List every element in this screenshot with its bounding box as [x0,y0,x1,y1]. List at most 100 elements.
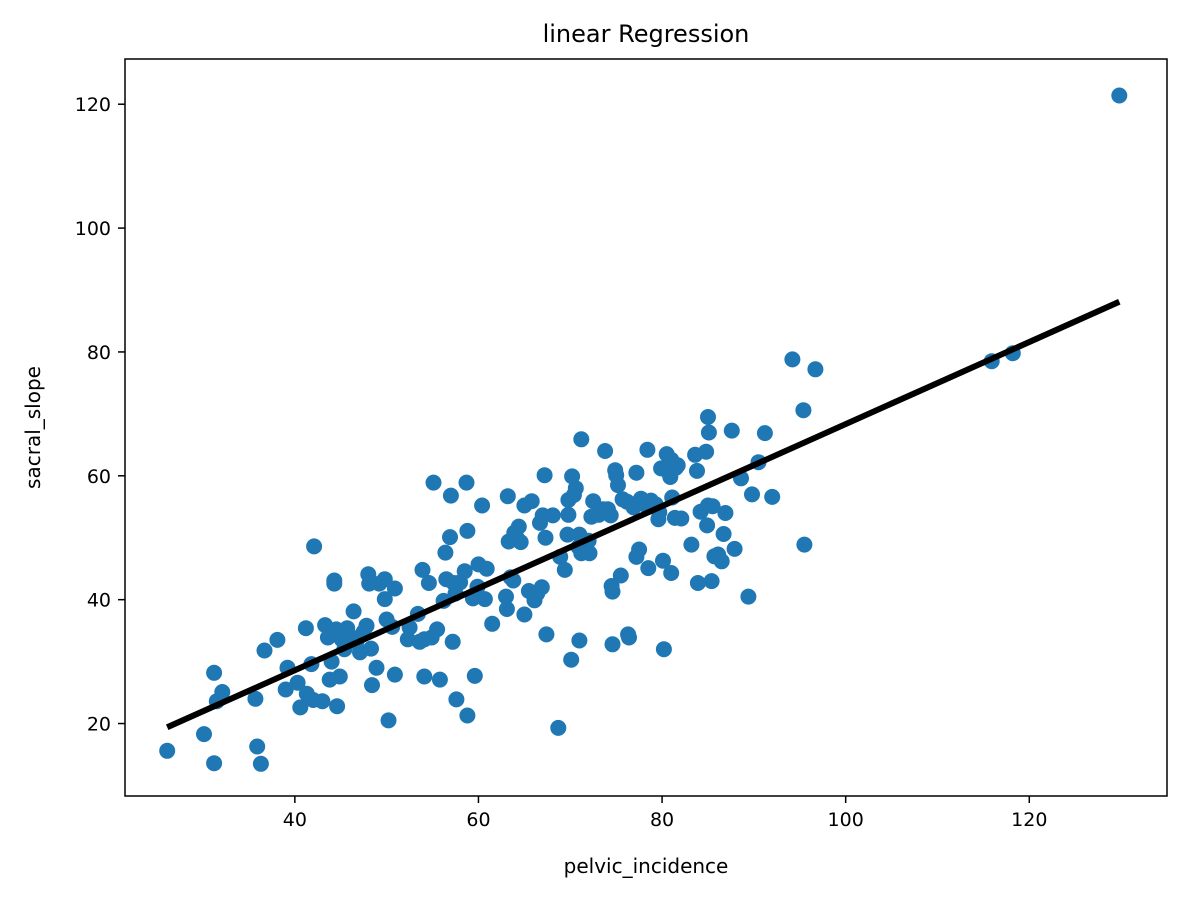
data-point [537,529,554,546]
data-point [544,507,561,524]
data-point [196,726,212,743]
data-point [376,591,393,608]
data-point [512,534,529,551]
data-point [314,693,331,710]
data-point [476,591,493,608]
x-tick-label: 80 [650,809,674,831]
data-point [740,588,757,605]
data-point [345,603,362,620]
data-point [597,443,614,459]
data-point [478,560,495,577]
data-point [414,561,431,578]
data-point [448,691,465,708]
data-point [756,425,773,442]
data-point [297,620,314,637]
data-point [252,755,269,772]
data-point [386,580,403,597]
data-point [698,443,715,460]
data-point [602,507,619,524]
data-point [715,526,732,542]
data-point [206,664,223,681]
data-point [456,563,473,580]
data-point [663,565,680,581]
data-point [717,505,734,521]
data-point [764,488,781,505]
data-point [796,536,813,553]
data-point [306,538,323,555]
data-point [563,651,580,668]
data-point [256,642,273,659]
data-point [723,422,740,439]
y-tick-label: 100 [75,218,111,240]
data-point [639,441,656,458]
data-point [399,631,416,648]
data-point [376,571,393,588]
data-point [466,667,483,684]
data-point [416,668,433,685]
data-point [331,668,348,685]
data-point [571,632,588,649]
data-point [159,742,176,759]
data-point [442,487,459,504]
x-tick-label: 120 [1011,809,1047,831]
data-point [703,573,720,590]
data-point [673,510,690,527]
data-point [1111,87,1128,104]
data-point [744,486,760,503]
y-tick-label: 80 [87,342,111,364]
data-point [459,707,476,724]
data-point [655,641,672,658]
data-point [704,498,721,515]
y-tick-label: 20 [87,714,111,736]
data-point [538,626,555,643]
data-point [214,684,231,700]
data-point [559,526,576,543]
data-point [437,544,454,561]
data-point [700,409,716,425]
data-point [640,560,657,577]
data-point [458,474,475,491]
x-tick-label: 40 [283,809,307,831]
y-axis: 20 40 60 80 100 120 [75,94,125,736]
data-point [699,517,716,534]
data-point [380,712,397,729]
data-point [567,480,584,497]
x-axis: 40 60 80 100 120 [283,796,1047,831]
data-point [474,497,491,514]
data-point [289,674,306,691]
data-point [683,536,700,553]
data-point [429,621,446,638]
data-point [628,464,645,481]
data-point [689,575,706,591]
data-point [363,640,379,657]
data-point [444,633,461,650]
data-point [516,606,533,623]
data-point [533,579,550,596]
data-point [364,677,380,694]
data-point [655,552,671,569]
data-point [420,575,437,591]
plot-frame [124,58,1168,797]
data-point [206,755,223,772]
data-point [573,431,590,448]
data-point [459,522,476,539]
regression-line [165,299,1121,731]
data-point [795,402,812,419]
data-point [536,467,553,484]
data-point [498,588,514,605]
data-point [484,615,501,632]
y-axis-label: sacral_slope [21,366,45,489]
data-point [604,583,621,600]
data-point [610,477,626,494]
data-point [368,659,385,676]
data-point [247,690,264,707]
data-point [807,361,824,378]
x-tick-label: 100 [828,809,864,831]
y-tick-label: 40 [87,590,111,612]
y-tick-label: 120 [75,94,111,116]
data-point [669,457,686,474]
data-point [329,698,346,715]
data-point [523,493,540,510]
data-point [431,671,448,688]
